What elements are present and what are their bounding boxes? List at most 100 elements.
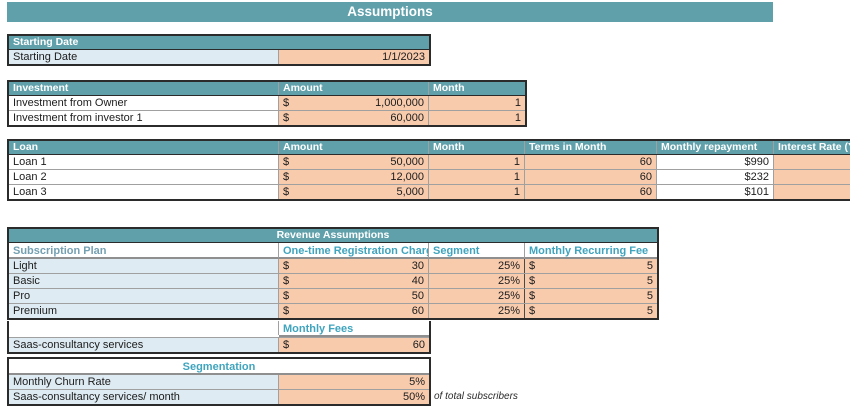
- month-input-cell[interactable]: 1: [429, 170, 525, 184]
- interest-rate-col-header: Interest Rate (Yea: [774, 141, 850, 154]
- terms-col-header: Terms in Month: [525, 141, 657, 154]
- plan-label: Pro: [9, 289, 279, 303]
- service-label: Saas-consultancy services: [9, 338, 279, 352]
- terms-input-cell[interactable]: 60: [525, 185, 657, 199]
- terms-input-cell[interactable]: 60: [525, 170, 657, 184]
- month-input-cell[interactable]: 1: [429, 185, 525, 199]
- loan-label: Loan 1: [9, 155, 279, 169]
- month-col-header: Month: [429, 82, 525, 95]
- subscribers-note: of total subscribers: [434, 391, 518, 402]
- currency-symbol: $: [529, 305, 536, 317]
- starting-date-table: Starting Date Starting Date 1/1/2023: [7, 34, 431, 66]
- recurring-fee-col-header: Monthly Recurring Fee: [525, 243, 657, 259]
- currency-symbol: $: [283, 112, 290, 124]
- segment-input-cell[interactable]: 25%: [429, 259, 525, 273]
- loan-header-row: Loan Amount Month Terms in Month Monthly…: [9, 141, 850, 155]
- monthly-fee-value: 60: [412, 339, 425, 351]
- plan-row: Premium $ 60 25% $ 5: [9, 304, 657, 318]
- churn-rate-label: Monthly Churn Rate: [9, 375, 279, 389]
- month-input-cell[interactable]: 1: [429, 96, 525, 110]
- starting-date-table-title: Starting Date: [9, 36, 429, 49]
- plan-row: Basic $ 40 25% $ 5: [9, 274, 657, 289]
- segment-col-header: Segment: [429, 243, 525, 259]
- fee-input-cell[interactable]: $ 5: [525, 274, 657, 288]
- loan-label: Loan 2: [9, 170, 279, 184]
- charge-value: 30: [411, 260, 424, 272]
- segmentation-title-row: Segmentation: [9, 359, 429, 375]
- currency-symbol: $: [283, 97, 290, 109]
- monthly-fee-input-cell[interactable]: $ 60: [279, 338, 429, 352]
- charge-value: 60: [411, 305, 424, 317]
- investment-label: Investment from Owner: [9, 96, 279, 110]
- fee-input-cell[interactable]: $ 5: [525, 259, 657, 273]
- interest-rate-input-cell[interactable]: [774, 170, 850, 184]
- charge-value: 50: [411, 290, 424, 302]
- segment-input-cell[interactable]: 25%: [429, 274, 525, 288]
- amount-input-cell[interactable]: $ 50,000: [279, 155, 429, 169]
- loan-col-header: Loan: [9, 141, 279, 154]
- charge-input-cell[interactable]: $ 30: [279, 259, 429, 273]
- charge-input-cell[interactable]: $ 60: [279, 304, 429, 318]
- amount-value: 12,000: [390, 171, 424, 183]
- investment-label: Investment from investor 1: [9, 111, 279, 125]
- loan-row: Loan 2 $ 12,000 1 60 $232: [9, 170, 850, 185]
- segmentation-row: Saas-consultancy services/ month 50%: [9, 390, 429, 404]
- amount-col-header: Amount: [279, 141, 429, 154]
- segment-input-cell[interactable]: 25%: [429, 289, 525, 303]
- amount-value: 5,000: [396, 186, 424, 198]
- starting-date-row: Starting Date 1/1/2023: [9, 50, 429, 64]
- currency-symbol: $: [529, 260, 536, 272]
- currency-symbol: $: [283, 290, 290, 302]
- amount-input-cell[interactable]: $ 1,000,000: [279, 96, 429, 110]
- currency-symbol: $: [283, 186, 290, 198]
- repayment-value-cell: $990: [657, 155, 774, 169]
- currency-symbol: $: [529, 290, 536, 302]
- amount-value: 1,000,000: [375, 97, 424, 109]
- monthly-fees-header: Monthly Fees: [279, 321, 429, 337]
- fee-input-cell[interactable]: $ 5: [525, 289, 657, 303]
- amount-input-cell[interactable]: $ 60,000: [279, 111, 429, 125]
- plan-label: Basic: [9, 274, 279, 288]
- month-col-header: Month: [429, 141, 525, 154]
- amount-value: 60,000: [390, 112, 424, 124]
- revenue-assumptions-table: Revenue Assumptions Subscription Plan On…: [7, 227, 659, 320]
- monthly-fees-table: Monthly Fees Saas-consultancy services $…: [7, 321, 431, 354]
- segment-input-cell[interactable]: 25%: [429, 304, 525, 318]
- investment-row: Investment from investor 1 $ 60,000 1: [9, 111, 525, 125]
- plan-label: Premium: [9, 304, 279, 318]
- amount-input-cell[interactable]: $ 12,000: [279, 170, 429, 184]
- subscription-plan-col-header: Subscription Plan: [9, 243, 279, 259]
- starting-date-header-row: Starting Date: [9, 36, 429, 50]
- fee-value: 5: [646, 275, 653, 287]
- segmentation-row: Monthly Churn Rate 5%: [9, 375, 429, 390]
- currency-symbol: $: [283, 275, 290, 287]
- churn-rate-input-cell[interactable]: 5%: [279, 375, 429, 389]
- revenue-title-row: Revenue Assumptions: [9, 229, 657, 243]
- loan-row: Loan 3 $ 5,000 1 60 $101: [9, 185, 850, 199]
- interest-rate-input-cell[interactable]: [774, 155, 850, 169]
- starting-date-label: Starting Date: [9, 50, 279, 64]
- fee-input-cell[interactable]: $ 5: [525, 304, 657, 318]
- charge-input-cell[interactable]: $ 40: [279, 274, 429, 288]
- registration-charges-col-header: One-time Registration Charges: [279, 243, 429, 259]
- empty-cell: [9, 321, 279, 335]
- month-input-cell[interactable]: 1: [429, 155, 525, 169]
- starting-date-input-cell[interactable]: 1/1/2023: [279, 50, 429, 64]
- month-input-cell[interactable]: 1: [429, 111, 525, 125]
- loan-table: Loan Amount Month Terms in Month Monthly…: [7, 139, 850, 201]
- fee-value: 5: [646, 260, 653, 272]
- plan-row: Light $ 30 25% $ 5: [9, 259, 657, 274]
- interest-rate-input-cell[interactable]: [774, 185, 850, 199]
- amount-input-cell[interactable]: $ 5,000: [279, 185, 429, 199]
- consultancy-share-input-cell[interactable]: 50%: [279, 390, 429, 404]
- revenue-table-title: Revenue Assumptions: [9, 229, 657, 242]
- investment-row: Investment from Owner $ 1,000,000 1: [9, 96, 525, 111]
- amount-value: 50,000: [390, 156, 424, 168]
- charge-value: 40: [411, 275, 424, 287]
- terms-input-cell[interactable]: 60: [525, 155, 657, 169]
- currency-symbol: $: [283, 260, 290, 272]
- charge-input-cell[interactable]: $ 50: [279, 289, 429, 303]
- currency-symbol: $: [529, 275, 536, 287]
- investment-col-header: Investment: [9, 82, 279, 95]
